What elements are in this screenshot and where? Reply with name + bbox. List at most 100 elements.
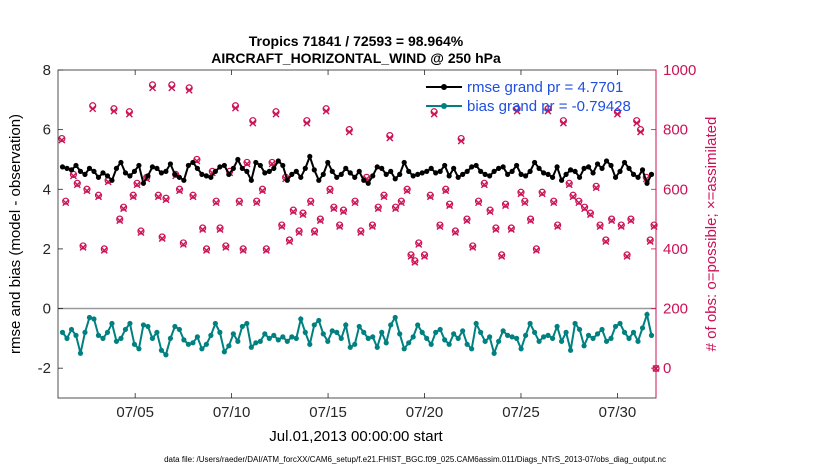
obs-assimilated-point-61 <box>345 128 353 136</box>
obs-possible-point-99 <box>550 197 558 205</box>
rmse-point-130 <box>644 180 650 186</box>
obs-assimilated-point-98 <box>544 107 552 115</box>
rmse-point-9 <box>100 170 106 176</box>
rmse-point-1 <box>64 165 70 171</box>
bias-point-10 <box>104 329 111 335</box>
bias-point-113 <box>567 347 574 353</box>
obs-possible-point-27 <box>189 191 197 199</box>
rmse-point-16 <box>131 168 138 174</box>
obs-possible-point-12 <box>119 203 128 211</box>
rmse-point-25 <box>172 171 178 177</box>
rmse-point-88 <box>455 174 461 180</box>
obs-assimilated-point-13 <box>125 110 133 118</box>
rmse-point-18 <box>140 180 147 186</box>
rmse-point-34 <box>212 168 218 174</box>
rmse-point-5 <box>82 171 88 177</box>
bias-point-128 <box>635 338 641 344</box>
obs-possible-point-100 <box>554 221 562 229</box>
obs-assimilated-point-95 <box>527 217 535 225</box>
bias-point-60 <box>329 328 335 334</box>
rmse-point-107 <box>540 170 547 176</box>
bias-point-127 <box>630 329 637 335</box>
bias-point-5 <box>82 329 88 335</box>
bias-point-117 <box>585 332 592 338</box>
obs-possible-point-70 <box>397 197 405 205</box>
rmse-point-93 <box>478 168 484 174</box>
obs-possible-point-88 <box>492 224 500 232</box>
rmse-point-102 <box>518 171 524 177</box>
rmse-point-116 <box>581 165 587 171</box>
rmse-point-124 <box>617 168 623 174</box>
bias-point-43 <box>253 340 259 346</box>
bias-point-106 <box>536 338 542 344</box>
rmse-point-21 <box>154 165 160 171</box>
rmse-point-106 <box>536 165 542 171</box>
bias-point-21 <box>154 329 160 335</box>
obs-assimilated-point-2 <box>69 172 77 180</box>
obs-assimilated-point-10 <box>110 107 118 115</box>
bias-point-124 <box>617 320 623 327</box>
rmse-point-95 <box>487 173 493 179</box>
obs-assimilated-point-96 <box>532 246 540 254</box>
bias-point-116 <box>581 343 587 349</box>
obs-possible-point-69 <box>391 203 400 211</box>
bias-point-57 <box>316 317 322 324</box>
rmse-point-45 <box>262 170 268 176</box>
obs-assimilated-point-40 <box>249 119 257 127</box>
rmse-point-77 <box>406 168 412 174</box>
bias-point-42 <box>248 344 254 350</box>
rmse-point-121 <box>603 158 610 164</box>
bias-point-3 <box>73 332 79 338</box>
bias-point-94 <box>482 338 488 344</box>
obs-assimilated-point-54 <box>311 229 319 237</box>
bias-point-35 <box>217 329 223 335</box>
obs-possible-point-62 <box>351 197 359 205</box>
obs-assimilated-point-22 <box>168 84 176 92</box>
rmse-point-0 <box>59 164 66 170</box>
rmse-point-103 <box>523 173 529 179</box>
rmse-point-70 <box>374 164 380 170</box>
bias-point-37 <box>226 343 232 349</box>
rmse-point-120 <box>599 165 605 171</box>
bias-point-20 <box>149 335 156 341</box>
obs-possible-point-102 <box>565 179 573 187</box>
bias-point-50 <box>284 338 290 344</box>
rmse-point-131 <box>648 171 655 177</box>
obs-assimilated-point-56 <box>322 107 330 115</box>
obs-assimilated-point-92 <box>513 107 521 115</box>
x-tick-label-1: 07/10 <box>213 404 251 421</box>
bias-point-123 <box>612 323 619 330</box>
obs-possible-point-76 <box>426 191 434 199</box>
rmse-point-86 <box>446 173 452 179</box>
bias-point-12 <box>113 338 120 344</box>
bias-point-115 <box>576 326 583 333</box>
obs-possible-point-20 <box>158 233 166 241</box>
obs-assimilated-point-20 <box>158 234 166 242</box>
obs-possible-point-75 <box>420 251 429 259</box>
obs-possible-point-73 <box>411 257 419 265</box>
bias-point-27 <box>181 337 187 343</box>
rmse-point-72 <box>383 171 389 177</box>
obs-possible-point-108 <box>596 221 604 229</box>
obs-possible-point-94 <box>521 197 529 205</box>
bias-point-102 <box>518 346 524 352</box>
rmse-point-58 <box>320 171 326 177</box>
bias-point-93 <box>478 329 484 335</box>
bias-point-125 <box>621 329 628 335</box>
left-y-tick-label-4: 6 <box>43 122 51 139</box>
obs-assimilated-point-90 <box>502 202 510 210</box>
obs-assimilated-point-67 <box>380 193 388 201</box>
bias-point-47 <box>271 332 277 338</box>
obs-assimilated-point-113 <box>623 252 631 260</box>
rmse-point-60 <box>329 168 335 174</box>
rmse-point-91 <box>469 164 475 170</box>
bias-point-130 <box>644 311 650 318</box>
rmse-point-127 <box>630 171 637 177</box>
obs-assimilated-point-38 <box>239 246 247 254</box>
obs-possible-point-32 <box>212 197 220 205</box>
rmse-point-100 <box>509 168 515 174</box>
rmse-point-15 <box>127 173 133 179</box>
bias-point-100 <box>509 334 515 340</box>
rmse-point-64 <box>347 170 353 176</box>
bias-point-8 <box>95 332 102 338</box>
